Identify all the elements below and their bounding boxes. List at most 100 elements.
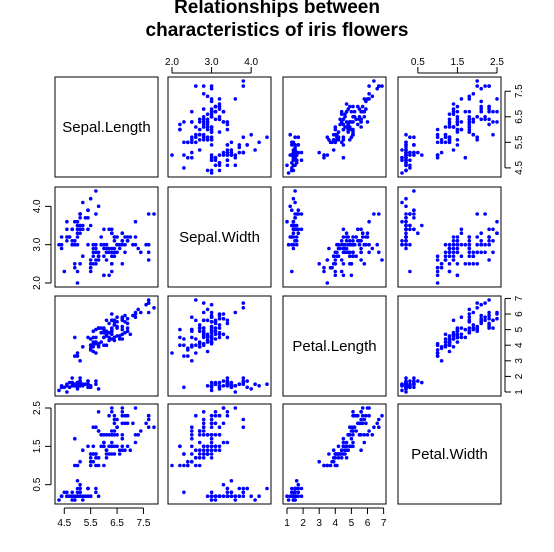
data-point-petal-width-vs-sepal-width-34: [213, 494, 218, 499]
data-point-petal-width-vs-sepal-width-134: [194, 448, 198, 453]
data-point-sepal-width-vs-petal-width-144: [495, 231, 499, 235]
data-point-petal-width-vs-sepal-width-48: [237, 494, 242, 499]
data-point-sepal-width-vs-sepal-length-41: [62, 269, 67, 274]
data-point-petal-width-vs-sepal-width-91: [209, 448, 214, 453]
data-point-sepal-length-vs-sepal-width-142: [197, 132, 202, 137]
data-point-petal-length-vs-sepal-width-122: [201, 301, 206, 305]
data-point-sepal-length-vs-sepal-width-54: [201, 115, 206, 119]
data-point-petal-length-vs-sepal-length-48: [83, 382, 88, 387]
data-point-petal-length-vs-petal-width-130: [471, 310, 476, 315]
data-point-sepal-width-vs-petal-length-43: [294, 223, 299, 228]
data-point-sepal-width-vs-petal-length-37: [291, 219, 296, 224]
data-point-petal-width-vs-sepal-length-19: [78, 490, 82, 495]
data-point-sepal-width-vs-petal-width-146: [471, 262, 476, 266]
data-point-petal-length-vs-sepal-width-15: [265, 382, 269, 387]
data-point-sepal-length-vs-petal-width-48: [404, 145, 408, 150]
data-point-petal-length-vs-petal-width-23: [416, 379, 420, 383]
data-point-petal-width-vs-sepal-width-95: [209, 456, 214, 460]
data-point-petal-length-vs-sepal-width-97: [205, 338, 210, 343]
data-point-petal-length-vs-sepal-length-79: [94, 351, 98, 355]
data-point-sepal-width-vs-petal-width-88: [447, 242, 452, 247]
data-point-sepal-width-vs-petal-length-107: [370, 246, 375, 251]
data-point-sepal-width-vs-petal-width-14: [404, 204, 408, 209]
data-point-sepal-length-vs-sepal-width-24: [225, 158, 230, 162]
data-point-petal-length-vs-sepal-length-14: [96, 387, 101, 391]
data-point-sepal-length-vs-sepal-width-28: [225, 148, 230, 152]
data-point-petal-length-vs-sepal-width-132: [201, 318, 206, 323]
data-point-petal-length-vs-sepal-length-148: [107, 321, 111, 326]
data-point-sepal-length-vs-petal-width-61: [455, 130, 460, 134]
data-point-petal-width-vs-sepal-width-87: [182, 452, 186, 456]
data-point-sepal-width-vs-petal-length-5: [296, 208, 301, 212]
data-point-petal-width-vs-sepal-width-9: [213, 498, 218, 502]
data-point-petal-width-vs-sepal-width-110: [217, 425, 222, 430]
data-point-petal-width-vs-sepal-length-111: [112, 429, 117, 433]
variable-label-petal-width: Petal.Width: [411, 446, 488, 463]
data-point-petal-length-vs-petal-width-140: [491, 318, 495, 323]
data-point-petal-width-vs-petal-length-122: [377, 425, 381, 430]
data-point-sepal-width-vs-sepal-length-98: [78, 262, 82, 266]
data-point-sepal-length-vs-sepal-width-103: [205, 120, 210, 124]
data-point-sepal-width-vs-petal-width-63: [451, 246, 456, 251]
variable-label-petal-length: Petal.Length: [292, 338, 376, 355]
data-point-sepal-length-vs-petal-width-44: [412, 150, 416, 155]
data-point-sepal-width-vs-sepal-length-96: [94, 246, 98, 251]
data-point-sepal-width-vs-petal-width-49: [404, 231, 408, 235]
data-point-petal-length-vs-petal-width-86: [455, 332, 460, 337]
data-point-petal-length-vs-sepal-length-118: [146, 298, 151, 302]
data-point-sepal-length-vs-sepal-width-38: [209, 168, 214, 173]
data-point-petal-width-vs-sepal-length-44: [78, 486, 82, 491]
data-point-petal-length-vs-sepal-width-55: [201, 335, 206, 340]
data-point-sepal-width-vs-sepal-length-145: [120, 242, 125, 247]
data-point-petal-width-vs-petal-length-84: [341, 444, 346, 449]
data-point-sepal-width-vs-petal-width-76: [451, 250, 456, 255]
chart-title-line-1: Relationships between: [174, 0, 380, 18]
data-point-sepal-length-vs-petal-width-77: [463, 109, 468, 114]
data-point-petal-width-vs-petal-length-146: [349, 429, 354, 433]
data-point-sepal-width-vs-sepal-length-106: [73, 262, 77, 266]
data-point-petal-width-vs-sepal-width-59: [197, 448, 202, 453]
data-point-petal-width-vs-sepal-width-23: [221, 482, 226, 487]
data-point-petal-length-vs-sepal-length-107: [136, 307, 140, 312]
data-point-sepal-width-vs-sepal-length-134: [104, 258, 109, 262]
data-point-petal-width-vs-sepal-length-68: [107, 444, 111, 449]
data-point-petal-length-vs-petal-width-117: [483, 301, 487, 305]
data-point-sepal-length-vs-petal-width-128: [479, 117, 484, 122]
data-point-petal-width-vs-sepal-length-13: [57, 498, 61, 502]
data-point-sepal-width-vs-petal-length-86: [344, 239, 349, 243]
data-point-sepal-length-vs-petal-length-18: [296, 135, 301, 139]
data-point-petal-length-vs-sepal-length-85: [102, 335, 106, 340]
data-point-petal-width-vs-sepal-width-39: [225, 494, 230, 499]
data-point-sepal-width-vs-petal-width-106: [463, 262, 468, 266]
data-point-petal-length-vs-sepal-width-46: [241, 380, 246, 385]
data-point-sepal-length-vs-petal-width-123: [467, 120, 472, 124]
panel-petal-length-vs-petal-length: [282, 295, 387, 397]
data-point-petal-length-vs-sepal-width-109: [233, 310, 238, 315]
data-point-petal-length-vs-sepal-length-122: [146, 301, 151, 305]
data-point-petal-width-vs-sepal-length-42: [59, 494, 64, 499]
data-point-petal-width-vs-sepal-length-138: [102, 433, 106, 437]
data-point-petal-length-vs-petal-width-81: [435, 348, 440, 352]
data-point-petal-width-vs-sepal-length-134: [104, 448, 109, 453]
data-point-petal-width-vs-sepal-width-131: [241, 425, 246, 430]
data-point-petal-length-vs-sepal-width-39: [225, 382, 230, 387]
data-point-sepal-length-vs-petal-width-93: [435, 153, 440, 157]
data-point-sepal-width-vs-petal-width-99: [447, 250, 452, 255]
data-point-sepal-width-vs-petal-length-97: [338, 246, 342, 251]
panel-petal-width-vs-sepal-width: [167, 403, 272, 505]
data-point-sepal-length-vs-sepal-width-137: [213, 117, 218, 122]
data-point-sepal-width-vs-sepal-length-16: [86, 208, 90, 212]
data-point-sepal-length-vs-petal-length-131: [372, 79, 376, 83]
data-point-petal-width-vs-petal-length-148: [356, 413, 360, 418]
data-point-petal-width-vs-sepal-length-112: [123, 421, 127, 426]
data-point-sepal-width-vs-sepal-length-18: [94, 212, 98, 216]
data-point-petal-length-vs-petal-width-61: [455, 340, 460, 344]
data-point-sepal-length-vs-sepal-width-58: [205, 112, 210, 116]
data-point-sepal-width-vs-sepal-length-38: [59, 242, 64, 247]
data-point-petal-width-vs-sepal-length-126: [107, 433, 111, 437]
data-point-sepal-length-vs-petal-width-111: [471, 117, 476, 122]
data-point-sepal-width-vs-sepal-length-58: [117, 246, 122, 251]
data-point-sepal-width-vs-petal-length-29: [294, 235, 299, 239]
data-point-petal-width-vs-sepal-length-81: [88, 463, 93, 468]
data-point-sepal-width-vs-petal-length-46: [294, 212, 299, 216]
